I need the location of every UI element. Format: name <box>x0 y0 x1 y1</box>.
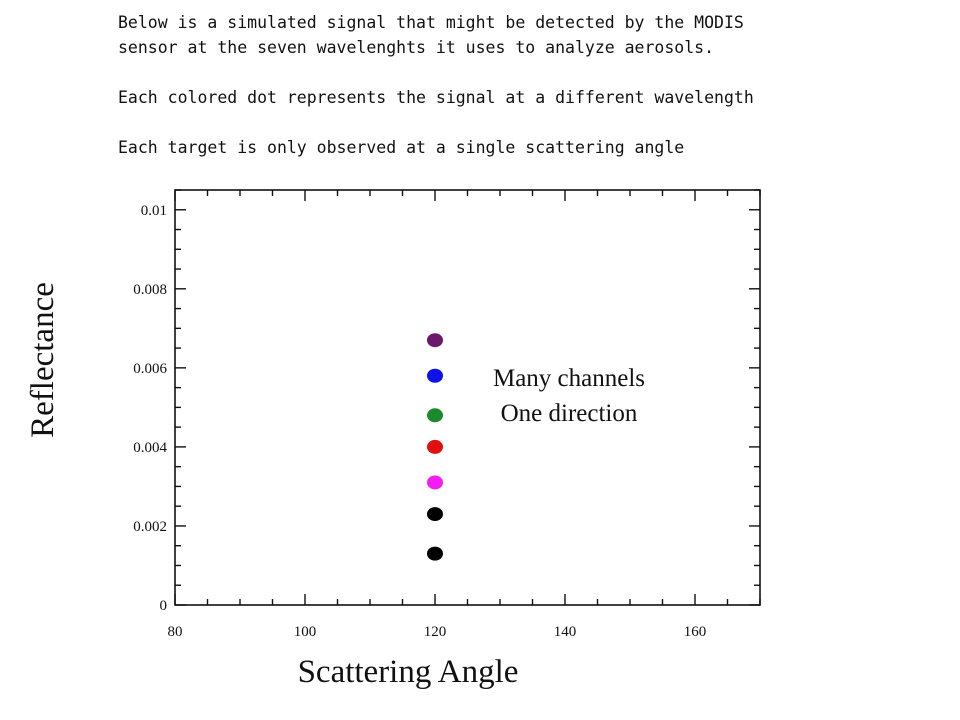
annotation-line-2: One direction <box>501 400 638 427</box>
x-tick-label: 120 <box>424 624 447 640</box>
axis-ticks <box>174 189 761 606</box>
x-tick-labels: 80 100 120 140 160 <box>168 624 707 640</box>
x-tick-label: 80 <box>168 624 183 640</box>
plot-frame <box>174 189 761 606</box>
x-axis-title: Scattering Angle <box>298 654 519 690</box>
data-point <box>427 439 443 454</box>
y-tick-label: 0.01 <box>141 203 167 219</box>
data-point <box>427 408 443 423</box>
y-tick-label: 0.002 <box>133 519 167 535</box>
data-points <box>427 333 443 561</box>
y-tick-label: 0.008 <box>133 282 167 298</box>
x-tick-label: 140 <box>554 624 577 640</box>
intro-line-4: Each target is only observed at a single… <box>118 138 685 157</box>
y-tick-labels: 0 0.002 0.004 0.006 0.008 0.01 <box>133 203 167 614</box>
data-point <box>427 368 443 383</box>
y-tick-label: 0.004 <box>133 440 167 456</box>
y-tick-label: 0 <box>160 598 168 614</box>
annotation-line-1: Many channels <box>493 365 645 392</box>
data-point <box>427 546 443 561</box>
y-axis-title: Reflectance <box>25 282 61 438</box>
intro-line-2: sensor at the seven wavelenghts it uses … <box>118 38 715 57</box>
intro-text: Below is a simulated signal that might b… <box>118 10 878 160</box>
data-point <box>427 333 443 348</box>
intro-line-3: Each colored dot represents the signal a… <box>118 88 754 107</box>
x-tick-label: 100 <box>294 624 317 640</box>
data-point <box>427 475 443 490</box>
x-tick-label: 160 <box>684 624 707 640</box>
y-tick-label: 0.006 <box>133 361 167 377</box>
data-point <box>427 507 443 522</box>
intro-line-1: Below is a simulated signal that might b… <box>118 13 744 32</box>
plot-border <box>174 189 761 606</box>
